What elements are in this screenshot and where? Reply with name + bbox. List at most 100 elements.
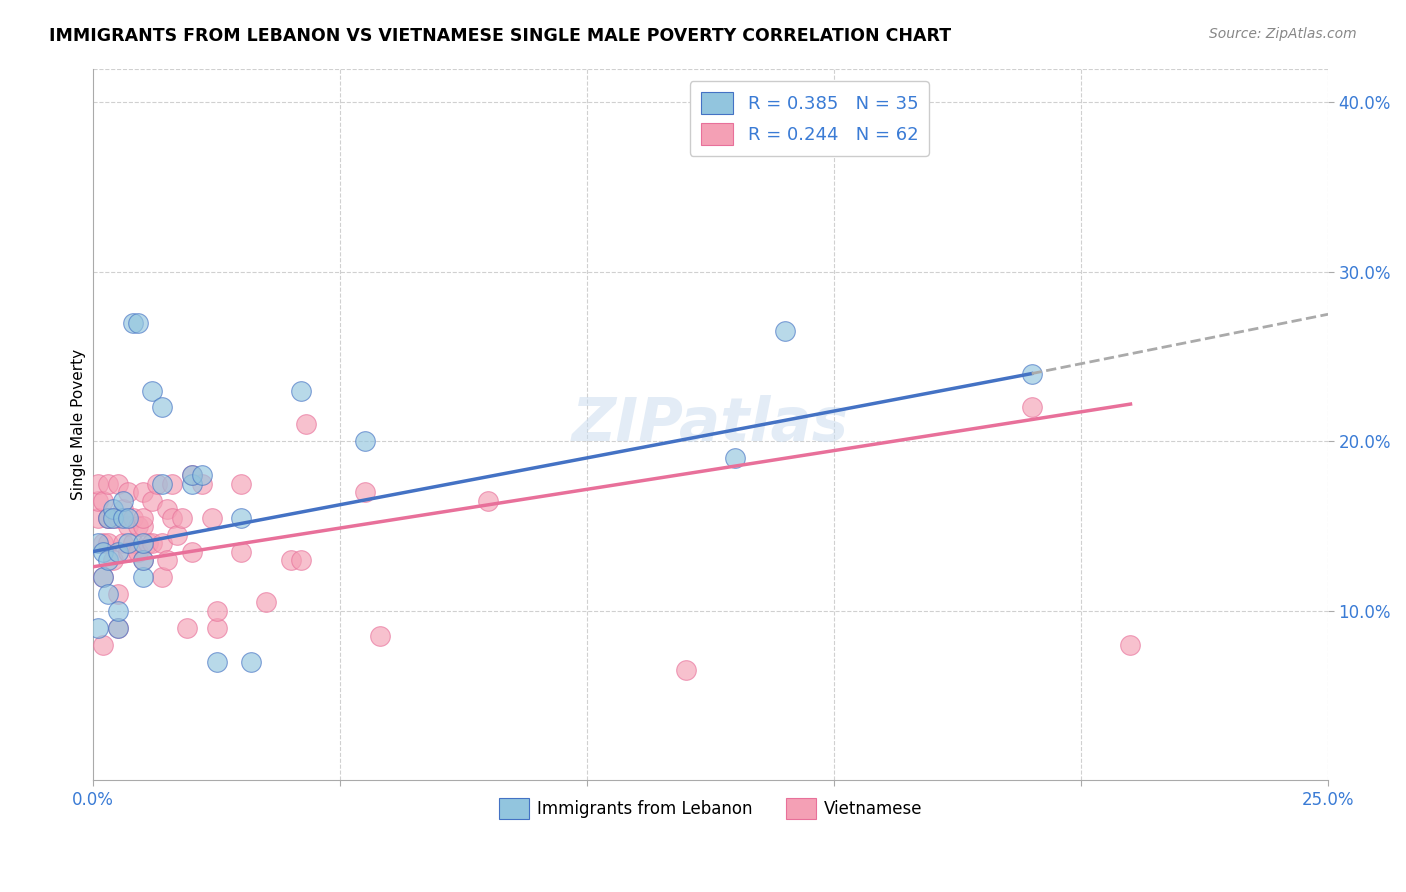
Point (150, 570, 173, 584)
Point (91, 570, 114, 584)
Point (156, 553, 179, 567)
Point (131, 510, 153, 524)
Point (107, 510, 129, 524)
Point (160, 510, 183, 524)
Text: ZIPatlas: ZIPatlas (572, 395, 849, 454)
Point (181, 468, 204, 483)
Point (280, 553, 302, 567)
Point (166, 527, 188, 541)
Point (127, 519, 149, 533)
Point (477, 493, 499, 508)
Point (97, 510, 120, 524)
Text: Source: ZipAtlas.com: Source: ZipAtlas.com (1209, 27, 1357, 41)
Point (107, 476, 129, 491)
Point (107, 621, 129, 635)
Point (773, 324, 796, 338)
Point (87, 510, 110, 524)
Point (91, 638, 114, 652)
Point (117, 544, 139, 558)
Point (101, 502, 124, 516)
Point (290, 384, 312, 398)
Point (107, 587, 129, 601)
Point (172, 510, 194, 524)
Point (111, 502, 134, 516)
Point (117, 536, 139, 550)
Point (107, 621, 129, 635)
Point (111, 493, 134, 508)
Point (97, 536, 120, 550)
Point (181, 476, 204, 491)
Point (121, 510, 143, 524)
Point (191, 468, 214, 483)
Point (294, 417, 316, 432)
Point (156, 502, 179, 516)
Point (97, 510, 120, 524)
Text: IMMIGRANTS FROM LEBANON VS VIETNAMESE SINGLE MALE POVERTY CORRELATION CHART: IMMIGRANTS FROM LEBANON VS VIETNAMESE SI… (49, 27, 952, 45)
Point (181, 468, 204, 483)
Point (121, 536, 143, 550)
Point (181, 544, 204, 558)
Point (87, 476, 110, 491)
Point (97, 510, 120, 524)
Point (121, 316, 143, 330)
Point (107, 544, 129, 558)
Point (101, 510, 124, 524)
Point (160, 476, 183, 491)
Point (101, 553, 124, 567)
Point (150, 401, 173, 415)
Point (150, 476, 173, 491)
Point (724, 129, 747, 144)
Point (131, 553, 153, 567)
Point (97, 553, 120, 567)
Point (91, 536, 114, 550)
Legend: Immigrants from Lebanon, Vietnamese: Immigrants from Lebanon, Vietnamese (492, 792, 929, 825)
Point (201, 510, 224, 524)
Point (117, 510, 139, 524)
Point (205, 621, 228, 635)
Point (91, 544, 114, 558)
Point (127, 316, 149, 330)
Point (101, 510, 124, 524)
Point (290, 553, 312, 567)
Point (205, 604, 228, 618)
Point (231, 476, 253, 491)
Point (97, 476, 120, 491)
Point (131, 485, 153, 500)
Point (131, 536, 153, 550)
Point (97, 587, 120, 601)
Point (150, 536, 173, 550)
Point (111, 536, 134, 550)
Point (176, 621, 198, 635)
Point (368, 629, 391, 643)
Point (117, 485, 139, 500)
Point (191, 476, 214, 491)
Point (141, 536, 163, 550)
Point (254, 595, 277, 609)
Point (117, 519, 139, 533)
Point (141, 384, 163, 398)
Point (107, 604, 129, 618)
Point (1119, 638, 1142, 652)
Point (91, 570, 114, 584)
Point (91, 493, 114, 508)
Point (141, 493, 163, 508)
Point (1021, 401, 1043, 415)
Y-axis label: Single Male Poverty: Single Male Poverty (72, 349, 86, 500)
Point (231, 510, 253, 524)
Point (231, 544, 253, 558)
Point (87, 621, 110, 635)
Point (205, 655, 228, 669)
Point (131, 519, 153, 533)
Point (136, 536, 159, 550)
Point (131, 570, 153, 584)
Point (146, 476, 169, 491)
Point (87, 493, 110, 508)
Point (87, 536, 110, 550)
Point (675, 663, 697, 677)
Point (1021, 367, 1043, 381)
Point (354, 434, 377, 449)
Point (354, 485, 377, 500)
Point (724, 451, 747, 466)
Point (240, 655, 263, 669)
Point (111, 510, 134, 524)
